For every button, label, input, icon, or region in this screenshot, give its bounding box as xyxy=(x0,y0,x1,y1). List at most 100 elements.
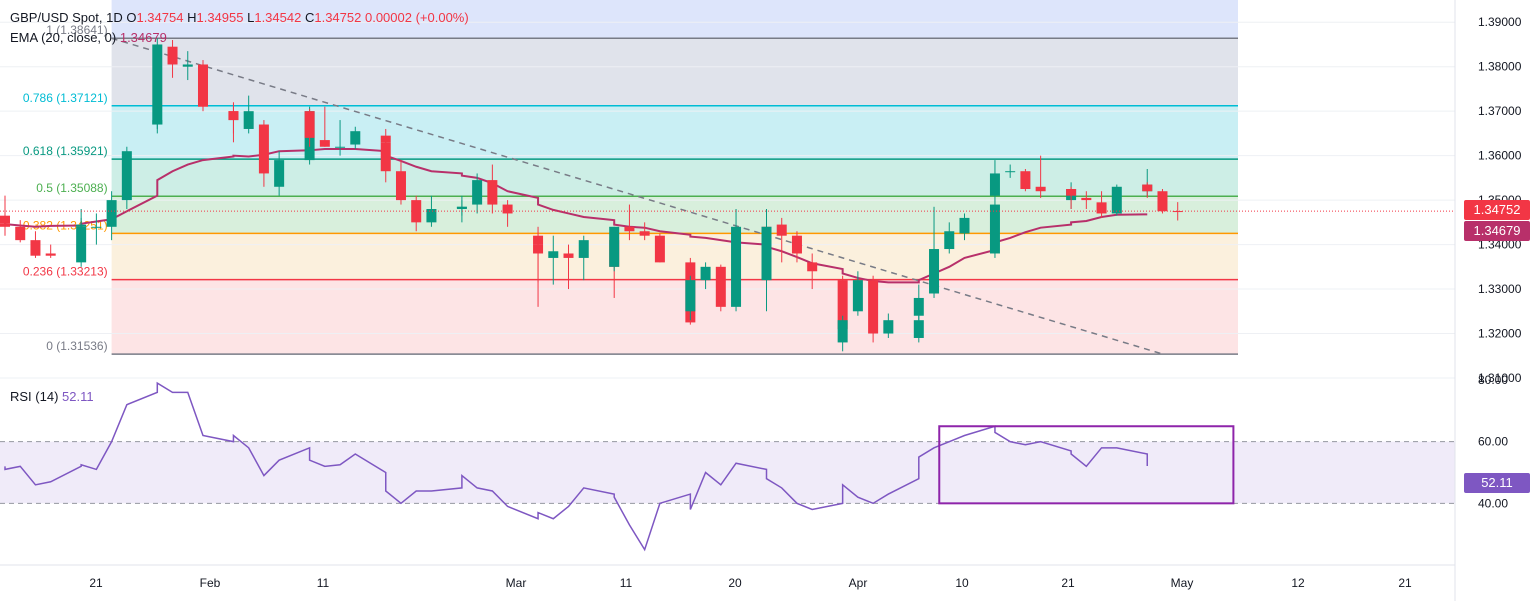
candle-body[interactable] xyxy=(1081,197,1092,201)
candle-body[interactable] xyxy=(319,140,330,147)
candle-body[interactable] xyxy=(883,320,894,334)
candle-body[interactable] xyxy=(472,180,483,205)
fib-zone xyxy=(111,196,1239,234)
close-value: 1.34752 xyxy=(314,10,362,25)
candle-body[interactable] xyxy=(304,111,315,138)
candle-body[interactable] xyxy=(1066,189,1077,196)
candle-body[interactable] xyxy=(533,244,544,254)
candle-body[interactable] xyxy=(913,320,924,338)
price-axis-tick: 1.33000 xyxy=(1478,282,1522,296)
rsi-label[interactable]: RSI (14) xyxy=(10,389,59,404)
last-price-badge: 1.34752 xyxy=(1464,200,1530,220)
candle-body[interactable] xyxy=(776,224,787,236)
price-axis-tick: 1.38000 xyxy=(1478,60,1522,74)
candle-body[interactable] xyxy=(578,240,589,258)
candle-body[interactable] xyxy=(1005,171,1016,173)
symbol-label[interactable]: GBP/USD Spot, 1D xyxy=(10,10,123,25)
candle-body[interactable] xyxy=(852,280,863,312)
candle-body[interactable] xyxy=(837,280,848,330)
fib-zone xyxy=(111,279,1239,355)
candle-body[interactable] xyxy=(913,297,924,316)
candle-body[interactable] xyxy=(989,204,1000,254)
price-axis-tick: 1.34000 xyxy=(1478,238,1522,252)
candle-body[interactable] xyxy=(791,235,802,254)
rsi-price-badge: 52.11 xyxy=(1464,473,1530,493)
fib-level-label: 0.618 (1.35921) xyxy=(23,144,108,158)
candle-body[interactable] xyxy=(380,142,391,172)
candle-body[interactable] xyxy=(1020,171,1031,189)
candle-body[interactable] xyxy=(167,46,178,65)
candle-body[interactable] xyxy=(959,217,970,234)
candle-body[interactable] xyxy=(731,226,742,307)
candle-body[interactable] xyxy=(182,64,193,67)
candle-body[interactable] xyxy=(45,253,56,256)
candle-body[interactable] xyxy=(700,266,711,281)
candle-body[interactable] xyxy=(715,266,726,307)
time-axis-tick: 20 xyxy=(728,576,742,590)
ema-value: 1.34679 xyxy=(119,30,167,45)
candle-body[interactable] xyxy=(761,226,772,281)
candle-body[interactable] xyxy=(563,253,574,258)
pane-separator xyxy=(0,378,1536,380)
rsi-line[interactable] xyxy=(4,381,1148,552)
change-value: 0.00002 (+0.00%) xyxy=(364,10,469,25)
candle-body[interactable] xyxy=(487,180,498,205)
time-axis-tick: 12 xyxy=(1291,576,1305,590)
candle-body[interactable] xyxy=(1096,202,1107,214)
candle-body[interactable] xyxy=(989,173,1000,196)
candle-body[interactable] xyxy=(152,44,163,125)
candle-body[interactable] xyxy=(197,64,208,107)
candle-body[interactable] xyxy=(609,226,620,267)
ema-line[interactable] xyxy=(4,147,1148,284)
rsi-legend: RSI (14) 52.11 xyxy=(10,389,94,404)
price-axis-tick: 1.31000 xyxy=(1478,371,1522,385)
candle-body[interactable] xyxy=(91,226,102,228)
candle-body[interactable] xyxy=(548,251,559,258)
candle-body[interactable] xyxy=(1157,191,1168,212)
candle-body[interactable] xyxy=(395,171,406,201)
candle-body[interactable] xyxy=(350,131,361,145)
candle-body[interactable] xyxy=(1172,211,1183,213)
candle-body[interactable] xyxy=(1142,184,1153,192)
candle-body[interactable] xyxy=(624,226,635,232)
candle-body[interactable] xyxy=(1111,186,1122,214)
rsi-highlight-box[interactable] xyxy=(938,425,1235,505)
fib-zone xyxy=(111,233,1239,280)
time-axis-tick: 21 xyxy=(1398,576,1412,590)
candle-body[interactable] xyxy=(639,231,650,236)
time-axis-tick: 21 xyxy=(1061,576,1075,590)
candle-body[interactable] xyxy=(685,280,696,312)
candle-body[interactable] xyxy=(944,231,955,250)
candle-body[interactable] xyxy=(1035,186,1046,192)
candle-body[interactable] xyxy=(411,200,422,223)
candle-body[interactable] xyxy=(807,262,818,272)
candle-body[interactable] xyxy=(258,124,269,174)
candle-body[interactable] xyxy=(243,111,254,129)
rsi-axis-tick: 60.00 xyxy=(1478,435,1508,449)
candle-body[interactable] xyxy=(654,235,665,263)
candle-body[interactable] xyxy=(837,320,848,343)
candle-body[interactable] xyxy=(15,226,26,241)
candle-body[interactable] xyxy=(76,224,87,227)
candle-body[interactable] xyxy=(274,160,285,187)
candle-body[interactable] xyxy=(0,223,10,227)
candle-body[interactable] xyxy=(121,151,132,201)
trendline[interactable] xyxy=(111,37,1163,355)
candle-body[interactable] xyxy=(335,146,346,148)
candle-body[interactable] xyxy=(30,240,41,256)
candle-body[interactable] xyxy=(868,280,879,334)
candle-body[interactable] xyxy=(456,206,467,210)
price-axis-tick: 1.36000 xyxy=(1478,149,1522,163)
fib-level-label: 0 (1.31536) xyxy=(46,339,107,353)
fib-zone-extension xyxy=(111,0,1239,39)
candle-body[interactable] xyxy=(228,111,239,121)
candle-body[interactable] xyxy=(76,226,87,263)
time-axis-tick: Feb xyxy=(200,576,221,590)
ema-label[interactable]: EMA (20, close, 0) xyxy=(10,30,117,45)
candle-body[interactable] xyxy=(426,209,437,223)
chart-legend-ohlc: GBP/USD Spot, 1D O1.34754 H1.34955 L1.34… xyxy=(10,10,469,25)
candle-body[interactable] xyxy=(502,204,513,214)
candle-body[interactable] xyxy=(106,200,117,227)
candle-body[interactable] xyxy=(929,249,940,294)
